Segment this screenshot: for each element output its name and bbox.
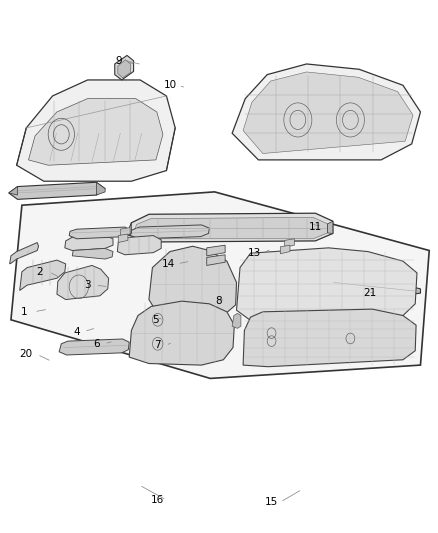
Text: 20: 20 [19,350,32,359]
Polygon shape [131,225,209,239]
Polygon shape [57,265,109,300]
Text: 16: 16 [151,495,164,505]
Text: 14: 14 [162,259,175,269]
Polygon shape [280,245,290,254]
Text: 2: 2 [36,267,43,277]
Polygon shape [72,248,113,259]
Polygon shape [207,245,225,256]
Text: 21: 21 [364,288,377,298]
Text: 7: 7 [154,341,161,350]
Polygon shape [115,55,134,80]
Polygon shape [96,182,105,195]
Polygon shape [9,182,105,199]
Text: 11: 11 [309,222,322,231]
Text: 9: 9 [115,56,122,66]
Polygon shape [20,260,66,290]
Text: 5: 5 [152,315,159,325]
Polygon shape [118,60,131,78]
Polygon shape [328,221,333,233]
Polygon shape [17,80,175,181]
Polygon shape [11,192,429,378]
Polygon shape [127,223,131,235]
Text: 4: 4 [73,327,80,336]
Text: 8: 8 [215,296,223,306]
Polygon shape [285,239,294,247]
Polygon shape [243,72,413,154]
Polygon shape [129,301,234,365]
Polygon shape [149,246,237,321]
Polygon shape [232,64,420,160]
Polygon shape [127,213,333,242]
Text: 15: 15 [265,497,278,507]
Polygon shape [333,277,420,294]
Polygon shape [232,313,241,328]
Polygon shape [117,236,161,255]
Polygon shape [28,99,163,165]
Polygon shape [243,309,416,367]
Polygon shape [9,187,18,195]
Polygon shape [237,248,417,322]
Text: 3: 3 [84,280,91,290]
Polygon shape [59,339,129,355]
Polygon shape [120,228,130,236]
Polygon shape [69,227,131,239]
Polygon shape [134,217,328,239]
Polygon shape [118,234,128,243]
Text: 1: 1 [21,307,28,317]
Text: 6: 6 [93,339,100,349]
Polygon shape [10,243,39,264]
Polygon shape [207,255,225,265]
Text: 10: 10 [164,80,177,90]
Text: 13: 13 [247,248,261,258]
Polygon shape [65,236,113,251]
